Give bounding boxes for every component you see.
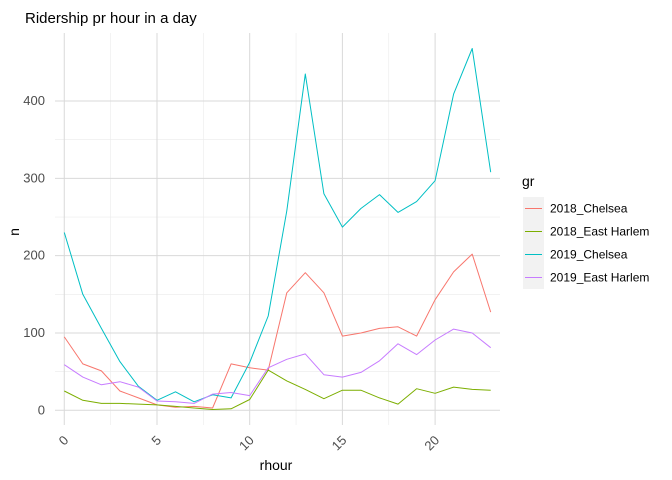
y-axis-ticks: 0 100 200 300 400 (23, 93, 45, 417)
x-tick-label: 0 (56, 433, 72, 449)
legend-label: 2018_Chelsea (550, 202, 628, 216)
y-tick-label: 200 (23, 248, 45, 263)
legend-label: 2019_East Harlem (550, 271, 649, 285)
series-line (63, 48, 492, 403)
y-tick-label: 0 (38, 402, 45, 417)
chart-title: Ridership pr hour in a day (25, 10, 197, 27)
series-line (63, 253, 492, 409)
y-tick-label: 400 (23, 93, 45, 108)
series-line (64, 328, 492, 404)
x-tick-label: 5 (148, 433, 164, 449)
x-axis-label: rhour (260, 457, 293, 473)
series-line (64, 369, 491, 410)
legend-label: 2018_East Harlem (550, 225, 649, 239)
x-axis-ticks: 0 5 10 15 20 (56, 433, 443, 454)
x-tick-label: 10 (236, 433, 257, 454)
legend: gr 2018_Chelsea 2018_East Harlem 2019_Chel… (522, 173, 649, 289)
y-tick-label: 100 (23, 325, 45, 340)
y-tick-label: 300 (23, 170, 45, 185)
series-lines (63, 48, 492, 410)
x-tick-label: 20 (421, 433, 442, 454)
y-axis-label: n (6, 228, 22, 236)
legend-title: gr (522, 173, 535, 189)
grid (55, 33, 500, 425)
x-tick-label: 15 (329, 433, 350, 454)
legend-label: 2019_Chelsea (550, 248, 628, 262)
